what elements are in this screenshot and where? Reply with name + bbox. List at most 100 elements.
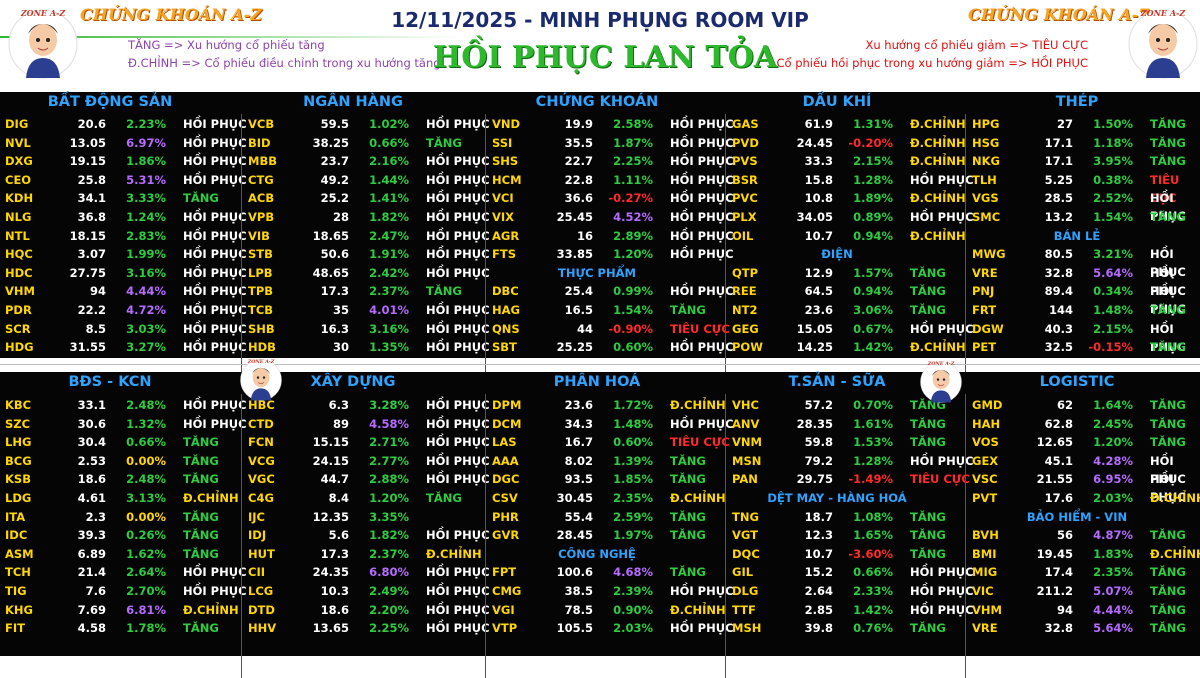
ticker: GEX: [972, 453, 999, 468]
change: 6.97%: [126, 135, 166, 150]
change: 2.52%: [1093, 191, 1133, 206]
change: 1.39%: [613, 453, 653, 468]
logo: ZONE A-Z: [1128, 8, 1198, 79]
price: 34.3: [564, 416, 593, 431]
change: 4.87%: [1093, 528, 1133, 543]
price: 44: [576, 321, 593, 336]
change: 1.41%: [369, 191, 409, 206]
change: 3.16%: [126, 265, 166, 280]
price: 30.4: [77, 435, 106, 450]
status: HỒI PHỤC: [1150, 472, 1186, 505]
change: 1.97%: [613, 528, 653, 543]
ticker: GVR: [492, 528, 520, 543]
change: 6.81%: [126, 602, 166, 617]
price: 55.4: [564, 509, 593, 524]
price: 4.61: [77, 491, 106, 505]
status: HỒI PHỤC: [426, 321, 490, 336]
change: 0.26%: [126, 528, 166, 543]
legend-left: Đ.CHỈNH => Cổ phiếu điều chỉnh trong xu …: [128, 56, 441, 70]
ticker: TNG: [732, 509, 759, 524]
price: 16.5: [564, 303, 593, 317]
ticker: KSB: [5, 472, 31, 487]
status: TĂNG: [1150, 528, 1186, 543]
price: 49.2: [320, 172, 349, 187]
price: 22.8: [564, 172, 593, 187]
price: 25.8: [77, 172, 106, 187]
price: 39.3: [77, 528, 106, 543]
price: 38.5: [564, 584, 593, 598]
section-title: XÂY DỰNG: [310, 374, 396, 390]
price: 24.45: [796, 135, 833, 150]
status: HỒI PHỤC: [426, 602, 490, 617]
ticker: SCR: [5, 321, 31, 336]
ticker: HDG: [5, 340, 34, 355]
ticker: VHM: [972, 602, 1002, 617]
price: 2.3: [85, 509, 106, 524]
status: HỒI PHỤC: [426, 453, 490, 468]
change: 2.15%: [1093, 321, 1133, 336]
ticker: TPB: [248, 284, 274, 299]
status: HỒI PHỤC: [670, 210, 734, 224]
column-separator: [725, 114, 726, 380]
ticker: VND: [492, 117, 521, 131]
price: 7.6: [85, 584, 106, 598]
change: 1.82%: [369, 528, 409, 543]
change: 0.67%: [853, 321, 893, 336]
change: 2.35%: [613, 491, 653, 505]
price: 13.2: [1044, 210, 1073, 224]
change: 1.50%: [1093, 117, 1133, 131]
status: TĂNG: [910, 528, 946, 543]
status: HỒI PHỤC: [183, 340, 247, 355]
price: 48.65: [312, 265, 349, 280]
change: 1.64%: [1093, 398, 1133, 412]
change: -0.90%: [608, 321, 653, 336]
ticker: C4G: [248, 491, 274, 505]
change: 2.59%: [613, 509, 653, 524]
ticker: DCM: [492, 416, 522, 431]
price: 17.1: [1044, 135, 1073, 150]
ticker: HDC: [5, 265, 33, 280]
status: TĂNG: [1150, 154, 1186, 169]
status: HỒI PHỤC: [183, 416, 247, 431]
change: 5.31%: [126, 172, 166, 187]
status: TĂNG: [910, 621, 946, 636]
price: 15.8: [804, 172, 833, 187]
change: 3.13%: [126, 491, 166, 505]
change: 2.70%: [126, 584, 166, 598]
ticker: ITA: [5, 509, 26, 524]
legend-left: TĂNG => Xu hướng cổ phiếu tăng: [128, 38, 325, 52]
ticker: VGI: [492, 602, 515, 617]
column-separator: [485, 394, 486, 678]
ticker: DPM: [492, 398, 522, 412]
change: 2.25%: [613, 154, 653, 169]
status: HỒI PHỤC: [910, 321, 974, 336]
change: 4.44%: [126, 284, 166, 299]
section-title: CHỨNG KHOÁN: [535, 94, 659, 110]
change: 1.62%: [126, 546, 166, 561]
change: 2.45%: [1093, 416, 1133, 431]
change: 2.58%: [613, 117, 653, 131]
ticker: PNJ: [972, 284, 995, 299]
ticker: HAG: [492, 303, 520, 317]
ticker: FRT: [972, 303, 997, 317]
change: 1.54%: [613, 303, 653, 317]
price: 34.05: [796, 210, 833, 224]
change: 0.89%: [853, 210, 893, 224]
ticker: ASM: [5, 546, 34, 561]
price: 28.5: [1044, 191, 1073, 206]
ticker: FPT: [492, 565, 517, 580]
ticker: OIL: [732, 228, 754, 243]
status: Đ.CHỈNH: [910, 340, 966, 355]
ticker: NVL: [5, 135, 31, 150]
ticker: NT2: [732, 303, 758, 317]
status: TĂNG: [1150, 584, 1186, 598]
price: 13.65: [312, 621, 349, 636]
ticker: DBC: [492, 284, 519, 299]
status: HỒI PHỤC: [670, 172, 734, 187]
status: Đ.CHỈNH: [1150, 546, 1200, 561]
ticker: FIT: [5, 621, 25, 636]
ticker: CEO: [5, 172, 32, 187]
change: 1.11%: [613, 172, 653, 187]
status: Đ.CHỈNH: [183, 602, 239, 617]
ticker: VRE: [972, 621, 998, 636]
